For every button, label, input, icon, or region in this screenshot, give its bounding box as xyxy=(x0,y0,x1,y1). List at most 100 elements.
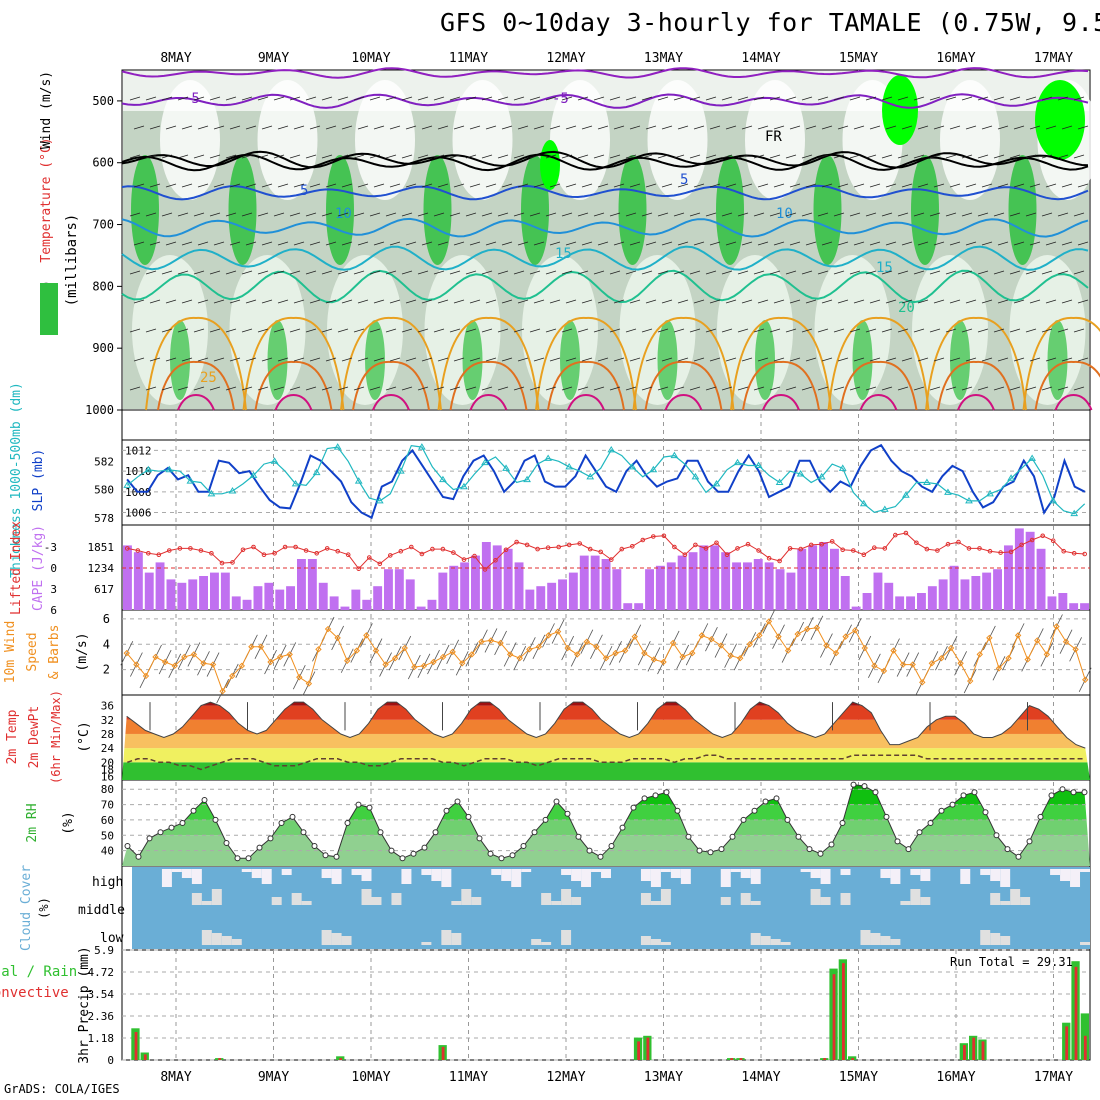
rh-point xyxy=(641,795,648,802)
cloud-gap-high xyxy=(581,869,592,887)
wind-barb xyxy=(273,386,285,391)
wind-barb xyxy=(373,299,385,304)
cape-bar xyxy=(525,589,535,610)
wind-barb xyxy=(945,328,957,333)
thickness-point xyxy=(186,477,195,484)
wind-barb xyxy=(197,183,209,188)
date-label-bottom: 16MAY xyxy=(936,1070,975,1085)
wind-barb xyxy=(181,299,193,304)
cloud-gap-high xyxy=(920,869,931,881)
wind-barb xyxy=(145,154,157,159)
wind-barb xyxy=(453,241,465,246)
wind-barb xyxy=(741,299,753,304)
wind-barb xyxy=(577,96,589,101)
wind-barb xyxy=(385,154,397,159)
cape-bar xyxy=(210,572,219,610)
wind-barb xyxy=(561,328,573,333)
rh-moist-region xyxy=(131,155,159,265)
isotherm-35 xyxy=(274,393,313,411)
li-point xyxy=(419,551,425,557)
wind-point xyxy=(1043,651,1051,658)
thickness-point xyxy=(291,479,300,487)
wind-barb xyxy=(273,96,285,101)
wind-barb xyxy=(257,96,269,101)
wind-barb xyxy=(773,357,785,362)
li-point xyxy=(735,546,740,551)
rh-point xyxy=(267,835,274,842)
wind-barb xyxy=(1041,270,1053,275)
wind-barb xyxy=(1077,183,1089,188)
wind-point xyxy=(602,655,610,662)
wind-barb xyxy=(449,328,461,333)
wind-barb xyxy=(917,125,929,130)
li-point xyxy=(714,540,719,546)
slp-tick-label: 1010 xyxy=(125,465,152,478)
wind-barb xyxy=(949,241,961,246)
cape-bar xyxy=(590,555,600,610)
cloud-gap-low xyxy=(201,930,212,945)
rh-tick-label: 50 xyxy=(101,829,114,842)
wind-barb xyxy=(277,241,289,246)
cape-tick-label: 1234 xyxy=(88,562,115,575)
wind-barb xyxy=(561,270,573,275)
wind-barb xyxy=(145,386,157,391)
wind-point xyxy=(286,651,293,658)
wind-point xyxy=(756,632,763,639)
temp-band xyxy=(122,748,1090,763)
wind-barb xyxy=(641,154,653,159)
wind-barb xyxy=(725,125,737,130)
wind-barb xyxy=(869,357,881,362)
cloud-gap-high xyxy=(601,869,611,878)
wind-barb xyxy=(897,154,909,159)
thickness-point xyxy=(523,475,531,483)
rh-point xyxy=(245,855,252,862)
li-point xyxy=(524,542,530,548)
wind-barb xyxy=(309,183,321,188)
wind-barb xyxy=(881,212,893,217)
wind-barb xyxy=(165,183,177,188)
wind-barb xyxy=(933,299,945,304)
wind-point xyxy=(717,642,725,649)
wind-barb xyxy=(709,125,721,130)
cape-bar xyxy=(808,545,818,610)
precip-conv-bar xyxy=(842,963,845,1060)
wind-barb xyxy=(529,154,541,159)
wind-barb xyxy=(661,125,673,130)
wind-barb xyxy=(581,357,593,362)
contour-label: FR xyxy=(765,129,782,145)
wind-barb xyxy=(337,386,349,391)
date-label-top: 9MAY xyxy=(258,51,289,66)
wind-barb xyxy=(933,241,945,246)
wind-point xyxy=(784,647,792,654)
slp-tick-label: 1012 xyxy=(125,444,152,457)
wind-barb xyxy=(181,183,193,188)
cape-bar xyxy=(797,548,807,610)
cloud-gap-low xyxy=(221,936,232,945)
wind-barb xyxy=(549,299,561,304)
wind-barb xyxy=(245,125,257,130)
wind-barb xyxy=(629,299,641,304)
wind-barb xyxy=(645,241,657,246)
rh-point xyxy=(960,792,967,799)
cape-bar xyxy=(982,572,992,610)
li-point xyxy=(977,546,982,551)
wind-point xyxy=(372,647,380,654)
wind-barb xyxy=(881,270,893,275)
wind-barb xyxy=(705,328,717,333)
wind-barb xyxy=(961,212,973,217)
thickness-point xyxy=(859,499,868,507)
wind-barb xyxy=(965,125,977,130)
cloud-gap-low xyxy=(660,942,671,945)
wind-barb xyxy=(737,154,749,159)
li-point xyxy=(177,546,183,551)
wind-point xyxy=(1062,638,1070,645)
wind-barb xyxy=(501,183,513,188)
wind-barb xyxy=(773,299,785,304)
wind-barb xyxy=(277,299,289,304)
wind-barb xyxy=(1009,212,1021,217)
wind-barb xyxy=(801,386,813,391)
wind-barb xyxy=(129,212,141,217)
cloud-gap-mid xyxy=(461,889,472,905)
cloud-gap-high xyxy=(361,869,372,881)
wind-barb xyxy=(481,212,493,217)
